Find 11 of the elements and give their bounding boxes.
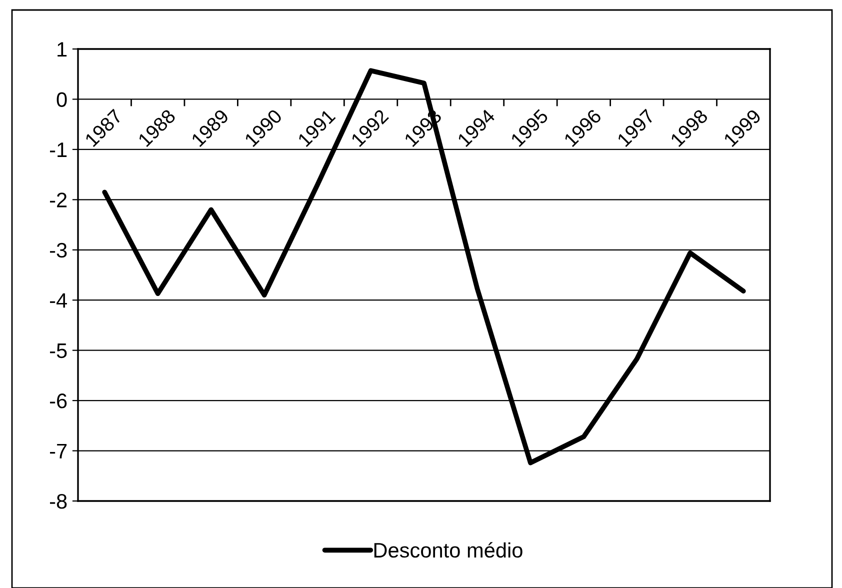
y-tick-label: -4 — [50, 293, 67, 308]
y-tick-label: 1 — [58, 42, 67, 57]
y-tick-label: -6 — [50, 394, 67, 408]
y-tick-label: -7 — [50, 444, 67, 458]
y-tick-label: -1 — [50, 142, 67, 157]
y-tick-label: -8 — [50, 494, 67, 509]
y-tick-label: -5 — [50, 344, 67, 358]
y-tick-label: 0 — [56, 92, 67, 107]
y-tick-label: -3 — [50, 242, 67, 258]
y-tick-label: -2 — [50, 192, 67, 208]
legend-label: Desconto médio — [374, 542, 522, 558]
